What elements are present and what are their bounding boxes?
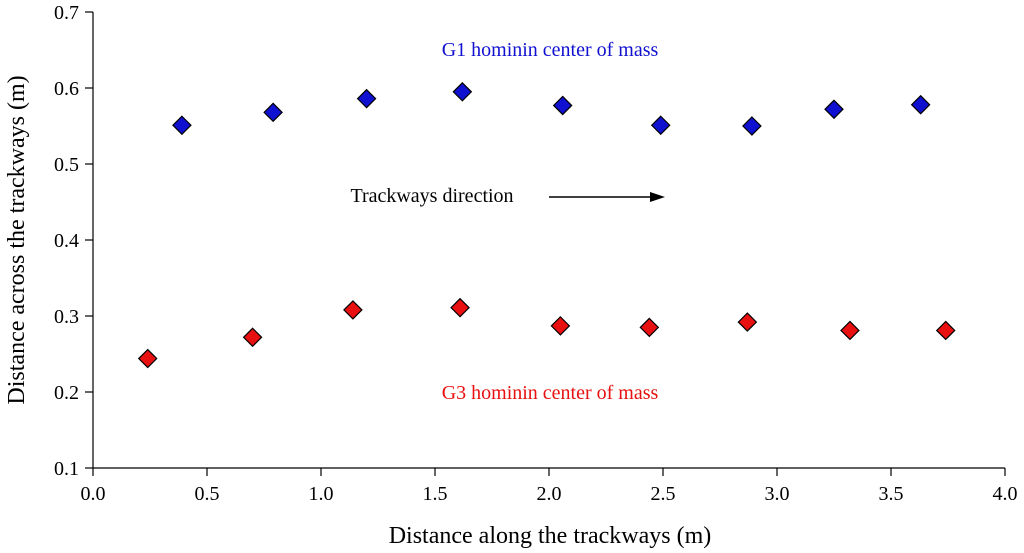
data-point xyxy=(910,94,931,115)
data-point xyxy=(650,115,671,136)
data-point xyxy=(452,81,473,102)
data-point xyxy=(343,300,363,320)
data-point xyxy=(263,102,283,123)
x-tick-label: 4.0 xyxy=(993,483,1018,505)
data-point xyxy=(137,348,158,369)
data-point xyxy=(824,99,844,120)
data-point xyxy=(450,297,470,318)
data-point xyxy=(639,317,660,338)
data-point xyxy=(737,312,758,332)
direction-arrow-head xyxy=(650,192,665,202)
x-tick-label: 2.0 xyxy=(537,483,562,505)
x-tick-label: 3.0 xyxy=(765,483,790,505)
data-point xyxy=(242,327,263,348)
y-tick-label: 0.1 xyxy=(54,458,79,480)
series-group xyxy=(137,297,956,369)
series-group xyxy=(172,81,931,136)
data-point xyxy=(356,88,377,109)
plot-area: 0.0 0.5 1.0 1.5 2.0 2.5 3.0 3.5 4.0 0.1 0.2 0.3 0.4 0… xyxy=(54,2,1018,505)
x-tick-label: 2.5 xyxy=(651,483,676,505)
y-axis-title: Distance across the trackways (m) xyxy=(4,75,30,404)
direction-label: Trackways direction xyxy=(350,185,513,207)
y-tick-label: 0.2 xyxy=(54,382,79,404)
y-tick-label: 0.5 xyxy=(54,154,79,176)
g1-series-label: G1 hominin center of mass xyxy=(442,39,659,61)
g3-series-label: G3 hominin center of mass xyxy=(442,382,659,404)
y-tick-label: 0.7 xyxy=(54,2,79,24)
x-axis-title: Distance along the trackways (m) xyxy=(389,523,712,549)
x-tick-label: 0.0 xyxy=(81,483,106,505)
data-point xyxy=(742,116,762,136)
data-point xyxy=(172,115,192,136)
x-tick-label: 3.5 xyxy=(879,483,904,505)
y-tick-label: 0.6 xyxy=(54,78,79,100)
x-tick-label: 1.0 xyxy=(309,483,334,505)
data-point xyxy=(552,95,573,116)
x-tick-label: 0.5 xyxy=(195,483,220,505)
data-point xyxy=(550,316,571,336)
data-point xyxy=(840,320,860,341)
y-tick-label: 0.3 xyxy=(54,306,79,328)
x-tick-label: 1.5 xyxy=(423,483,448,505)
data-point xyxy=(935,320,956,341)
y-tick-label: 0.4 xyxy=(54,230,79,252)
